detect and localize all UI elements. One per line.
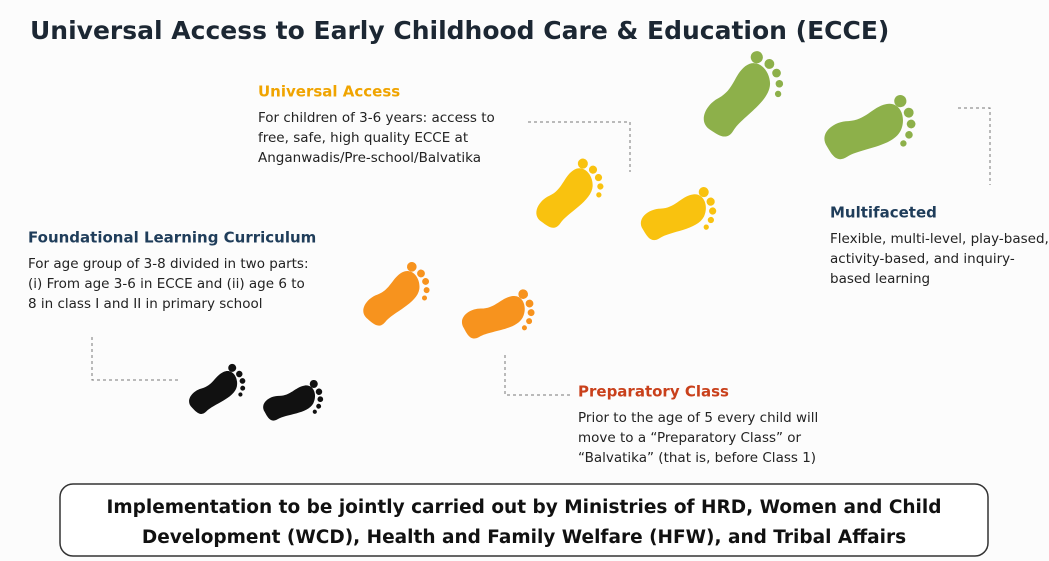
step-text: move to a “Preparatory Class” or: [578, 430, 802, 446]
step-heading: Foundational Learning Curriculum: [28, 229, 316, 247]
step-text: based learning: [830, 271, 930, 287]
title: Universal Access to Early Childhood Care…: [30, 16, 889, 45]
step-heading: Preparatory Class: [578, 383, 729, 401]
step-text: Prior to the age of 5 every child will: [578, 410, 818, 426]
footer-text: Development (WCD), Health and Family Wel…: [142, 527, 906, 548]
step-text: free, safe, high quality ECCE at: [258, 130, 468, 146]
step-text: Flexible, multi-level, play-based,: [830, 231, 1049, 247]
step-text: “Balvatika” (that is, before Class 1): [578, 450, 816, 466]
step-text: activity-based, and inquiry-: [830, 251, 1015, 267]
step-text: For age group of 3-8 divided in two part…: [28, 256, 309, 272]
step-text: Anganwadis/Pre-school/Balvatika: [258, 150, 481, 166]
infographic: Universal Access to Early Childhood Care…: [0, 0, 1049, 561]
step-heading: Multifaceted: [830, 204, 937, 222]
step-heading: Universal Access: [258, 83, 400, 101]
step-text: For children of 3-6 years: access to: [258, 110, 495, 126]
footer-text: Implementation to be jointly carried out…: [106, 497, 941, 518]
step-text: (i) From age 3-6 in ECCE and (ii) age 6 …: [28, 276, 305, 292]
step-text: 8 in class I and II in primary school: [28, 296, 263, 312]
